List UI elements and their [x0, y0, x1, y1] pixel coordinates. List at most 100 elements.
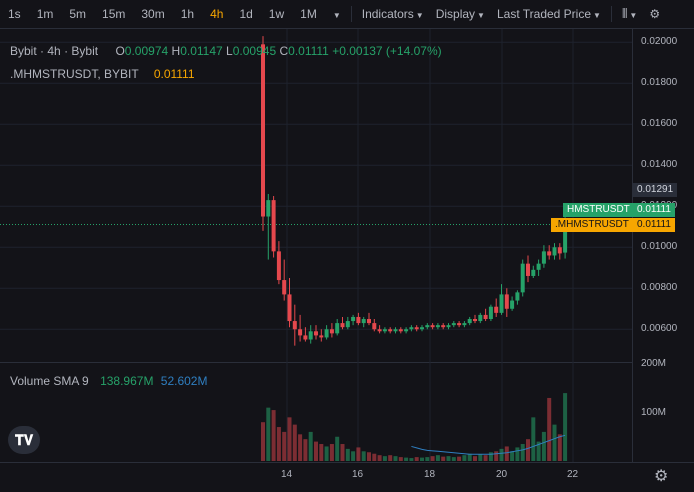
timeframe-1d[interactable]: 1d: [239, 7, 253, 21]
candle-body: [345, 321, 350, 328]
timeframe-30m[interactable]: 30m: [141, 7, 165, 21]
volume-bar: [420, 457, 424, 461]
chart-settings-gear-icon[interactable]: ⚙: [654, 468, 669, 485]
volume-legend[interactable]: Volume SMA 9 138.967M 52.602M: [10, 374, 207, 388]
volume-bar: [478, 454, 483, 461]
candle-body: [356, 316, 361, 324]
candle-body: [441, 325, 446, 328]
candle-body: [372, 323, 377, 330]
candle-body: [414, 327, 419, 330]
volume-bar: [425, 457, 430, 461]
volume-bar: [282, 431, 287, 461]
timeframe-1m[interactable]: 1m: [36, 7, 54, 21]
candle-body: [298, 329, 303, 336]
volume-bar: [298, 434, 303, 461]
volume-bar: [345, 448, 350, 461]
timeframe-more-button[interactable]: ▼: [325, 0, 347, 28]
volume-bar: [314, 441, 318, 461]
price-tick-label: 0.01600: [641, 118, 678, 130]
volume-bar: [324, 446, 329, 461]
indicators-button[interactable]: Indicators ▼: [356, 0, 430, 28]
candle-body: [563, 224, 568, 253]
open-label: O: [115, 44, 125, 58]
volume-bar: [367, 452, 371, 461]
candle-body: [287, 294, 292, 322]
candle-body: [488, 306, 493, 320]
timeframe-1M[interactable]: 1M: [300, 7, 317, 21]
candle-body: [425, 325, 430, 328]
candle-body: [462, 323, 467, 326]
symbol-tag-2: .MHMSTRUSDT: [551, 218, 633, 232]
volume-bar: [473, 456, 477, 461]
candle-body: [473, 319, 477, 322]
candle-body: [430, 325, 435, 328]
candle-body: [536, 263, 541, 270]
volume-bar: [541, 431, 546, 461]
volume-bar: [557, 434, 562, 461]
tradingview-logo[interactable]: 𝐓𝐕: [8, 426, 40, 454]
candle-body: [552, 247, 557, 256]
candle-body: [457, 323, 462, 326]
volume-bar: [531, 417, 536, 461]
volume-bar: [398, 457, 403, 461]
display-button[interactable]: Display ▼: [430, 0, 491, 28]
volume-bar: [488, 452, 493, 461]
price-tick-label: 0.00800: [641, 282, 678, 294]
volume-sma-line: [411, 434, 566, 455]
volume-bar: [404, 457, 409, 461]
time-axis-border: [0, 462, 694, 463]
volume-title: Volume SMA 9: [10, 374, 89, 388]
candle-body: [404, 329, 409, 332]
candle-body: [388, 329, 393, 332]
compare-button[interactable]: ⫴ ▼: [616, 0, 643, 28]
candle-body: [398, 329, 403, 332]
timeframe-selector: 1s 1m 5m 15m 30m 1h 4h 1d 1w 1M: [0, 0, 325, 28]
candle-body: [515, 292, 520, 301]
toolbar-settings-button[interactable]: ⚙: [643, 0, 666, 28]
price-type-button[interactable]: Last Traded Price ▼: [491, 0, 607, 28]
candle-body: [467, 319, 472, 324]
candle-body: [451, 323, 456, 326]
price-axis-border: [632, 28, 633, 462]
volume-bar: [340, 444, 345, 461]
chevron-down-icon: ▼: [593, 11, 601, 20]
pane-divider[interactable]: [0, 362, 632, 363]
volume-bar: [329, 444, 334, 461]
volume-bar: [515, 447, 520, 461]
volume-bar: [351, 451, 356, 461]
volume-bar: [261, 422, 265, 461]
volume-bar: [552, 424, 557, 461]
timeframe-1s[interactable]: 1s: [8, 7, 21, 21]
volume-bar: [287, 417, 292, 461]
volume-bar: [563, 393, 568, 461]
timeframe-5m[interactable]: 5m: [69, 7, 87, 21]
candle-body: [435, 325, 440, 328]
volume-bar: [271, 410, 276, 461]
volume-bar: [504, 446, 509, 461]
high-value: 0.01147: [180, 44, 223, 58]
chevron-down-icon: ▼: [332, 11, 341, 20]
candle-body: [324, 329, 329, 338]
volume-bar: [467, 453, 472, 461]
legend-ohlc: O0.00974 H0.01147 L0.00945 C0.01111 +0.0…: [115, 44, 441, 58]
chevron-down-icon: ▼: [477, 11, 485, 20]
timeframe-1h[interactable]: 1h: [180, 7, 195, 21]
candle-body: [541, 251, 546, 264]
timeframe-15m[interactable]: 15m: [102, 7, 126, 21]
toolbar-border: [0, 28, 694, 29]
candle-body: [340, 323, 345, 328]
time-tick-label: 14: [281, 469, 293, 480]
candle-body: [308, 331, 313, 340]
candle-body: [504, 294, 509, 309]
timeframe-1w[interactable]: 1w: [268, 7, 285, 21]
candle-body: [377, 329, 382, 332]
price-tag-2: 0.01111: [633, 218, 675, 232]
timeframe-4h[interactable]: 4h: [210, 7, 224, 21]
candle-body: [367, 319, 371, 324]
symbol-tag-1: HMSTRUSDT: [563, 203, 633, 217]
open-value: 0.00974: [124, 44, 169, 58]
close-label: C: [279, 44, 289, 58]
candle-body: [510, 300, 515, 309]
overlay-legend[interactable]: .MHMSTRUSDT, BYBIT 0.01111: [10, 67, 195, 81]
